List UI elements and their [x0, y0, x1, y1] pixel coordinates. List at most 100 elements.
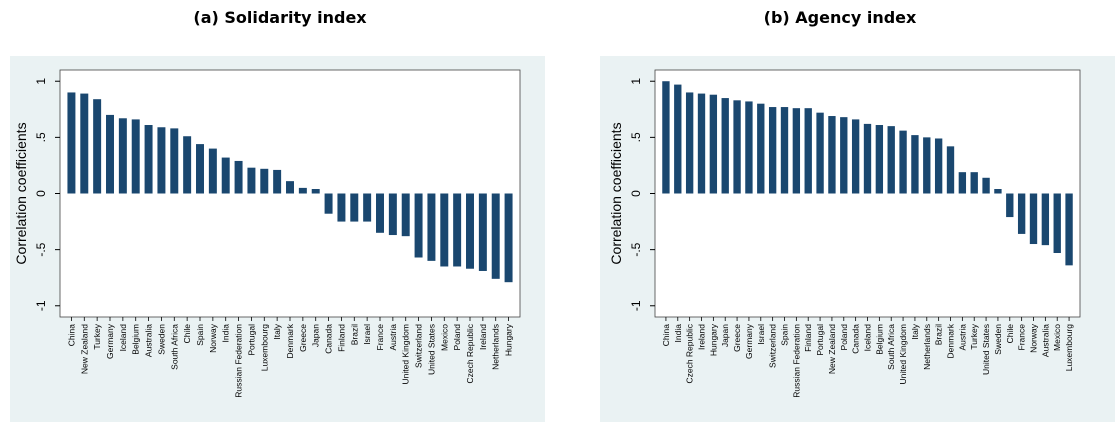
x-tick-label: Finland [336, 324, 346, 352]
x-tick-label: Greece [732, 324, 742, 352]
y-axis-title: Correlation coefficients [608, 122, 624, 264]
x-tick-label: Sweden [993, 324, 1003, 355]
x-tick-label: United States [981, 324, 991, 375]
bar [478, 193, 487, 271]
y-tick-label: 1 [34, 78, 48, 85]
x-tick-label: South Africa [886, 324, 896, 370]
solidarity-chart-panel: 1.5 0 -.5 -1 Correlation coefficients China Ne… [10, 8, 545, 422]
bar [923, 137, 931, 194]
bar [780, 107, 789, 194]
x-tick-label: Portugal [815, 324, 825, 356]
bar [816, 112, 824, 194]
x-tick-label: United States [426, 324, 436, 375]
bar [183, 136, 192, 194]
x-tick-label: Luxembourg [1064, 324, 1074, 372]
bar [721, 98, 729, 194]
x-tick-label: Italy [272, 323, 282, 339]
bar [1006, 193, 1014, 218]
bar [946, 146, 955, 194]
bar [1029, 193, 1038, 245]
x-tick-label: New Zealand [79, 324, 89, 374]
x-tick-label: Switzerland [414, 324, 424, 368]
x-tick-label: Germany [105, 323, 115, 359]
bar [388, 193, 397, 236]
bar [118, 118, 127, 194]
bar [934, 138, 943, 194]
x-tick-label: Netherlands [922, 324, 932, 370]
x-tick-label: Hungary [708, 323, 718, 356]
bar [1053, 193, 1061, 254]
x-tick-label: Austria [388, 324, 398, 351]
x-tick-label: Russian Federation [234, 324, 244, 398]
x-tick-label: Ireland [478, 324, 488, 350]
bar [768, 107, 777, 194]
x-tick-label: Luxembourg [259, 324, 269, 372]
x-tick-label: Israel [362, 324, 372, 345]
bar [697, 93, 706, 194]
bar [899, 130, 907, 194]
bar [504, 193, 513, 283]
x-tick-label: Australia [1040, 324, 1050, 357]
x-tick-label: Finland [803, 324, 813, 352]
bar [685, 92, 694, 194]
x-tick-label: Turkey [969, 323, 979, 349]
bar [970, 172, 978, 194]
bar [911, 135, 919, 194]
bar [170, 128, 179, 194]
bar [1065, 193, 1073, 266]
x-tick-label: Czech Republic [465, 323, 475, 383]
chart-title: (b) Agency index [763, 8, 917, 27]
bar [221, 157, 230, 194]
bar [875, 125, 884, 194]
y-tick-label: -.5 [34, 242, 48, 256]
bar [208, 148, 217, 194]
x-tick-label: Poland [839, 324, 849, 351]
x-tick-label: Iceland [863, 324, 873, 352]
bar [414, 193, 423, 258]
bar [286, 181, 294, 194]
bar [828, 116, 836, 194]
x-tick-label: Chile [1005, 324, 1015, 344]
y-tick-label: -1 [629, 300, 643, 311]
bar [792, 108, 801, 194]
x-tick-label: Turkey [92, 323, 102, 349]
bar [466, 193, 474, 269]
x-tick-label: South Africa [169, 324, 179, 370]
x-tick-label: China [661, 324, 671, 346]
x-tick-label: Hungary [504, 323, 514, 356]
x-tick-label: India [221, 324, 231, 343]
bar [994, 189, 1002, 194]
bar [662, 81, 670, 194]
x-tick-label: Mexico [1052, 324, 1062, 351]
bar [674, 84, 682, 194]
bar [733, 100, 741, 194]
bar [401, 193, 410, 237]
x-tick-label: Chile [182, 324, 192, 344]
x-tick-label: Canada [324, 324, 334, 354]
bar [131, 119, 140, 194]
y-tick-label: 0 [629, 190, 643, 197]
x-tick-label: Israel [756, 324, 766, 345]
x-tick-label: Poland [452, 324, 462, 351]
x-tick-label: France [375, 324, 385, 351]
x-tick-label: Netherlands [491, 324, 501, 370]
bar [757, 103, 765, 194]
x-tick-label: Mexico [439, 324, 449, 351]
y-tick-label: -.5 [629, 242, 643, 256]
x-tick-label: Ireland [697, 324, 707, 350]
chart-title: (a) Solidarity index [193, 8, 367, 27]
x-tick-label: Spain [195, 324, 205, 346]
bar [376, 193, 384, 233]
x-tick-label: Spain [780, 324, 790, 346]
y-axis-title: Correlation coefficients [13, 122, 29, 264]
bar [363, 193, 372, 222]
bar [1017, 193, 1026, 234]
y-tick-label: .5 [34, 132, 48, 142]
bar [863, 123, 872, 194]
bar [427, 193, 436, 261]
x-tick-label: Brazil [349, 324, 359, 345]
x-tick-label: Denmark [285, 323, 295, 358]
x-tick-label: Norway [208, 323, 218, 353]
x-tick-label: Iceland [118, 324, 128, 352]
